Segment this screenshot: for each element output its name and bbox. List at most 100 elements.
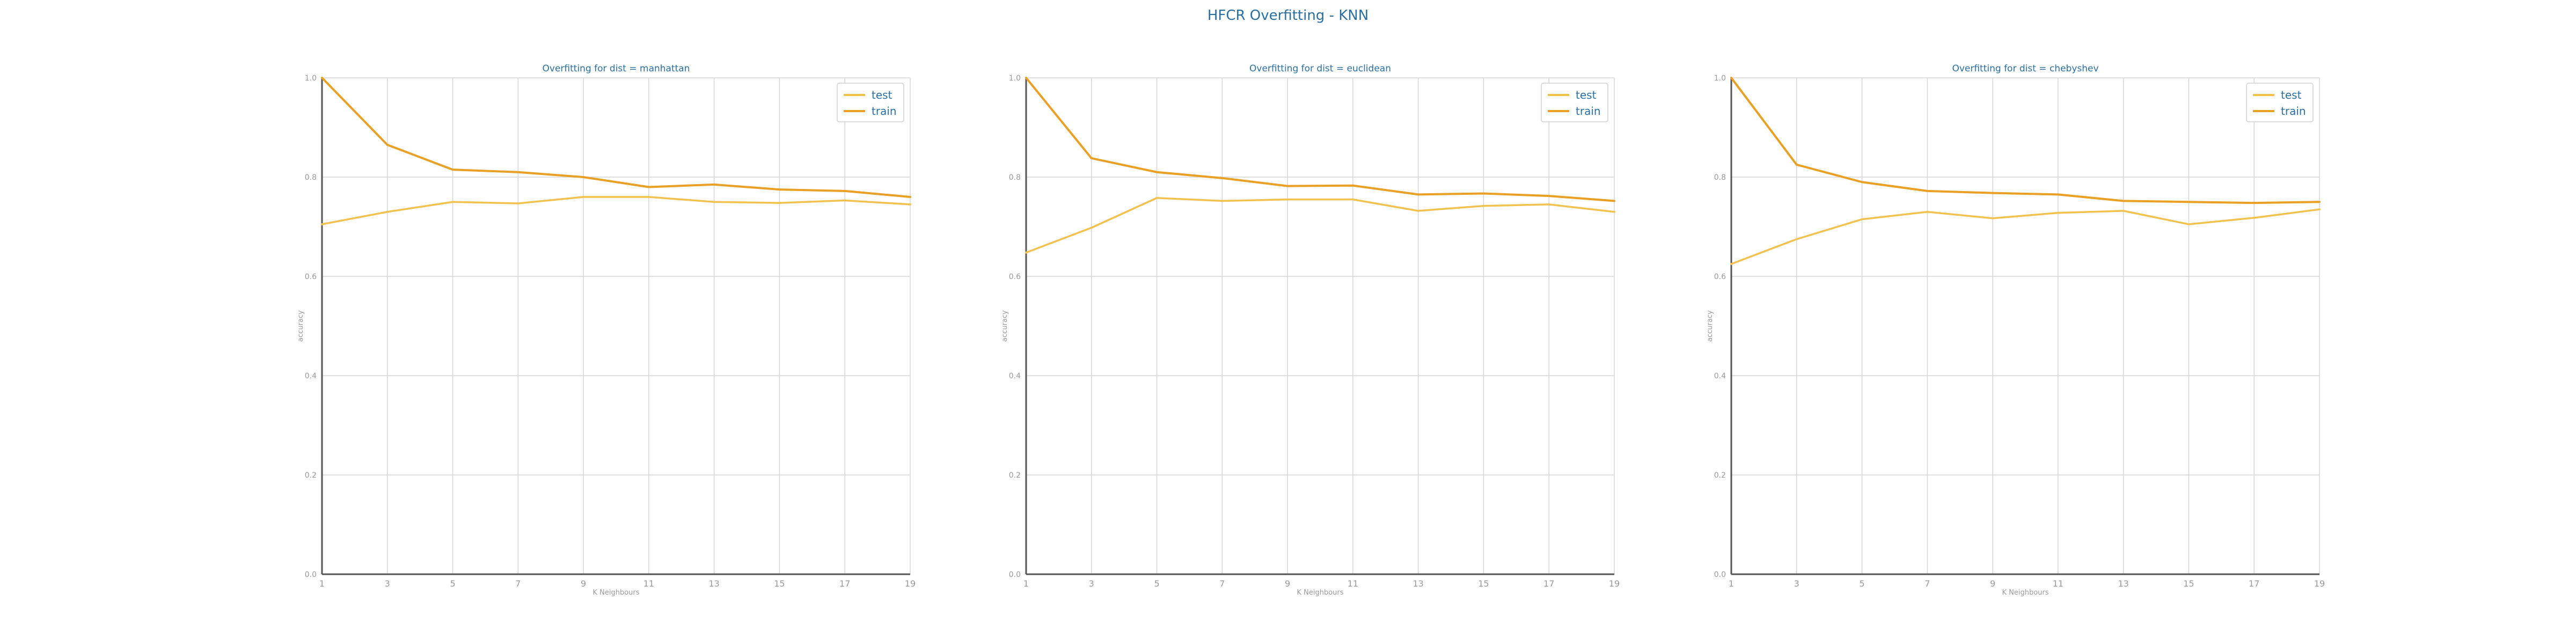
data-point-test: [1795, 238, 1798, 240]
data-point-test: [647, 196, 650, 198]
x-tick-label: 17: [1543, 579, 1554, 589]
data-point-train: [1221, 177, 1224, 179]
data-point-train: [1286, 185, 1289, 187]
figure-title: HFCR Overfitting - KNN: [1207, 8, 1369, 24]
data-point-train: [844, 189, 846, 192]
data-point-train: [2187, 201, 2190, 203]
y-tick-label: 0.8: [1714, 173, 1726, 182]
x-tick-label: 9: [581, 579, 586, 589]
legend-label-train: train: [1576, 105, 1601, 118]
plot-area: [321, 77, 911, 575]
y-tick-label: 0.2: [1009, 471, 1021, 480]
data-point-test: [1025, 251, 1027, 254]
series-line-test: [1026, 197, 1615, 254]
data-point-train: [2253, 202, 2256, 204]
x-tick-label: 15: [1478, 579, 1489, 589]
chart-panel-2: 0.00.20.40.60.81.01 3 5 7 9 11 13 15 17 19Overfit…: [1001, 63, 1620, 597]
y-tick-label: 0.4: [1714, 372, 1726, 380]
x-tick-label: 19: [1609, 579, 1620, 589]
y-tick-label: 0.4: [1009, 372, 1021, 380]
plot-area: [1026, 77, 1615, 575]
data-point-test: [517, 202, 519, 205]
data-point-test: [1417, 209, 1419, 212]
chart-panel-3: 0.00.20.40.60.81.01 3 5 7 9 11 13 15 17 19Overfit…: [1706, 63, 2325, 597]
y-tick-label: 1.0: [1714, 74, 1726, 83]
x-tick-label: 9: [1990, 579, 1995, 589]
legend-label-train: train: [872, 105, 897, 118]
x-tick-label: 7: [1219, 579, 1225, 589]
data-point-train: [778, 188, 781, 191]
data-point-train: [386, 143, 389, 146]
data-point-train: [1351, 184, 1354, 187]
y-tick-label: 0.6: [305, 273, 317, 281]
data-point-train: [1482, 192, 1485, 195]
data-point-test: [1221, 200, 1224, 202]
x-axis-label: K Neighbours: [1297, 589, 1343, 597]
x-tick-label: 13: [1413, 579, 1423, 589]
data-point-train: [321, 77, 323, 79]
data-point-test: [1090, 226, 1093, 229]
legend-label-test: test: [872, 89, 892, 101]
data-point-train: [517, 171, 519, 173]
y-tick-label: 0.0: [1009, 570, 1021, 579]
data-point-test: [1351, 198, 1354, 201]
y-tick-label: 0.2: [305, 471, 317, 480]
data-point-test: [778, 202, 781, 204]
chart-title: Overfitting for dist = chebyshev: [1952, 63, 2098, 74]
y-tick-label: 0.0: [1714, 570, 1726, 579]
data-point-train: [451, 169, 454, 171]
series-line-train: [321, 77, 911, 198]
data-point-test: [1548, 203, 1550, 206]
x-tick-label: 11: [643, 579, 654, 589]
data-point-test: [1613, 210, 1615, 213]
data-point-test: [909, 203, 911, 206]
data-point-test: [844, 199, 846, 202]
x-axis-label: K Neighbours: [2002, 589, 2048, 597]
y-tick-label: 1.0: [1009, 74, 1021, 83]
y-tick-label: 0.0: [305, 570, 317, 579]
legend-label-test: test: [1576, 89, 1597, 101]
x-tick-label: 19: [905, 579, 916, 589]
data-point-train: [1090, 157, 1093, 159]
x-tick-label: 1: [319, 579, 325, 589]
series-line-test: [1731, 208, 2320, 265]
x-axis-label: K Neighbours: [592, 589, 639, 597]
x-tick-label: 11: [1348, 579, 1358, 589]
data-point-train: [909, 196, 911, 198]
data-point-train: [1795, 163, 1798, 166]
data-point-train: [713, 183, 715, 186]
data-point-test: [1861, 218, 1863, 221]
legend-label-test: test: [2281, 89, 2302, 101]
data-point-train: [1861, 181, 1863, 184]
y-tick-label: 0.8: [1009, 173, 1021, 182]
x-tick-label: 5: [1859, 579, 1864, 589]
x-tick-label: 13: [2118, 579, 2128, 589]
series-line-train: [1730, 77, 2320, 204]
y-axis-label: accuracy: [1706, 310, 1714, 342]
data-point-test: [386, 210, 389, 213]
legend-label-train: train: [2281, 105, 2306, 118]
x-tick-label: 15: [2183, 579, 2194, 589]
data-point-test: [2253, 216, 2256, 219]
data-point-test: [1926, 210, 1929, 213]
x-tick-label: 1: [1023, 579, 1029, 589]
x-tick-label: 19: [2314, 579, 2325, 589]
y-tick-label: 0.2: [1714, 471, 1726, 480]
data-point-train: [1613, 200, 1615, 202]
y-tick-label: 0.4: [305, 372, 317, 380]
x-tick-label: 5: [450, 579, 455, 589]
x-tick-label: 3: [1794, 579, 1799, 589]
data-point-test: [2122, 209, 2125, 212]
data-point-train: [1417, 193, 1419, 196]
x-tick-label: 3: [1089, 579, 1094, 589]
data-point-train: [647, 186, 650, 188]
data-point-test: [2057, 211, 2059, 214]
data-point-test: [582, 196, 585, 198]
y-axis-label: accuracy: [1001, 310, 1009, 342]
chart-panel-1: 0.00.20.40.60.81.01 3 5 7 9 11 13 15 17 19Overfit…: [297, 63, 916, 597]
x-tick-label: 15: [774, 579, 785, 589]
data-point-test: [2187, 223, 2190, 225]
data-point-test: [713, 201, 715, 203]
data-point-test: [1286, 198, 1289, 201]
